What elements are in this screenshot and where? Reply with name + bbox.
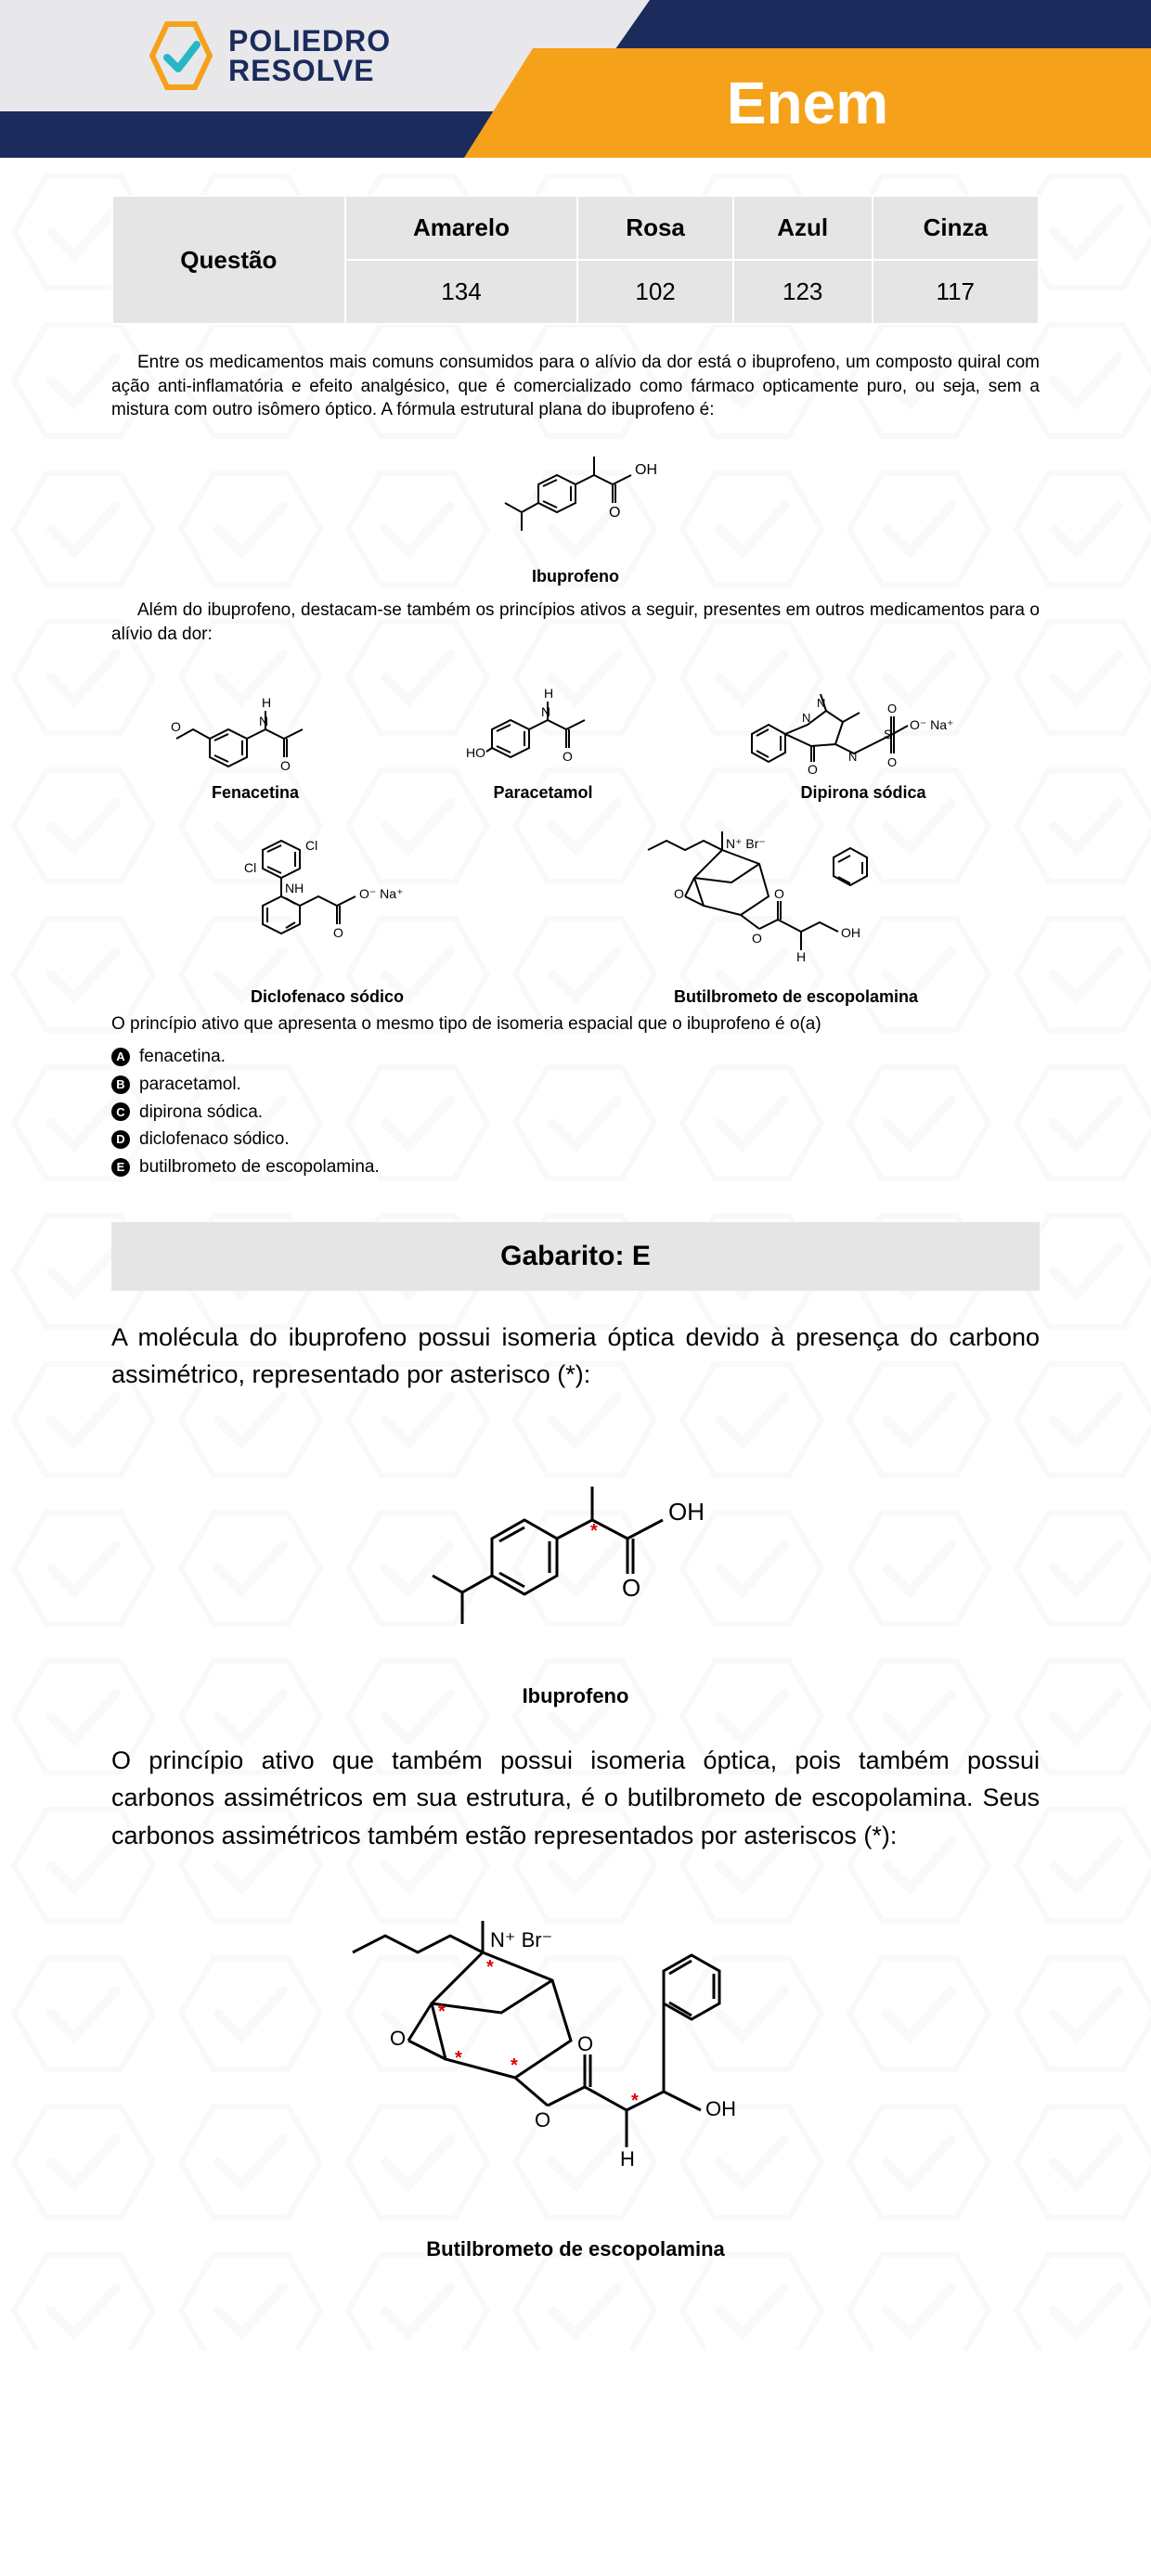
val-cinza: 117 <box>873 260 1039 324</box>
svg-text:*: * <box>438 2002 446 2022</box>
logo-hex-icon <box>149 20 213 91</box>
question-p2: Além do ibuprofeno, destacam-se também o… <box>111 599 1040 646</box>
svg-text:O: O <box>333 925 343 940</box>
molecule-row-2: Cl Cl NH O O⁻ Na⁺ Diclofenaco sódico <box>111 813 1040 1008</box>
svg-text:NH: NH <box>285 881 304 895</box>
svg-text:H: H <box>262 695 271 710</box>
svg-text:N: N <box>848 750 857 764</box>
svg-text:O⁻ Na⁺: O⁻ Na⁺ <box>359 886 403 901</box>
header-orange-tab: Enem <box>464 48 1151 158</box>
svg-text:*: * <box>631 2091 639 2111</box>
svg-text:N⁺ Br⁻: N⁺ Br⁻ <box>490 1928 552 1951</box>
svg-text:H: H <box>544 686 553 701</box>
brand-logo: POLIEDRO RESOLVE <box>149 20 391 91</box>
svg-text:O: O <box>609 505 620 521</box>
bullet-c-icon: C <box>111 1102 130 1121</box>
butil-asterisk-structure: N⁺ Br⁻ O O O OH H * * * * * Butilbrometo… <box>111 1887 1040 2261</box>
svg-text:O: O <box>674 886 684 901</box>
dipirona-label: Dipirona sódica <box>724 781 1002 804</box>
svg-text:O: O <box>280 758 291 773</box>
bullet-a-icon: A <box>111 1048 130 1066</box>
svg-text:*: * <box>455 2048 462 2068</box>
svg-text:*: * <box>590 1521 598 1541</box>
table-rowlabel: Questão <box>112 196 345 324</box>
svg-text:O⁻ Na⁺: O⁻ Na⁺ <box>910 717 953 732</box>
butil-label: Butilbrometo de escopolamina <box>629 985 963 1008</box>
diclofenaco-label: Diclofenaco sódico <box>188 985 467 1008</box>
svg-text:O: O <box>171 719 181 734</box>
butil-structure: N⁺ Br⁻ O O O OH H Butilbrometo de escopo… <box>629 813 963 1008</box>
svg-text:O: O <box>774 886 784 901</box>
option-e: Ebutilbrometo de escopolamina. <box>111 1155 1040 1179</box>
diclofenaco-structure: Cl Cl NH O O⁻ Na⁺ Diclofenaco sódico <box>188 822 467 1008</box>
svg-text:S: S <box>884 727 892 741</box>
paracetamol-label: Paracetamol <box>446 781 640 804</box>
svg-text:O: O <box>390 2027 406 2050</box>
svg-text:OH: OH <box>668 1498 705 1526</box>
svg-text:O: O <box>887 755 897 769</box>
exam-name: Enem <box>727 69 888 137</box>
option-a: Afenacetina. <box>111 1045 1040 1069</box>
col-cinza: Cinza <box>873 196 1039 260</box>
ibuprofen-label: Ibuprofeno <box>111 565 1040 587</box>
option-b: Bparacetamol. <box>111 1073 1040 1097</box>
explain-p2: O princípio ativo que também possui isom… <box>111 1742 1040 1855</box>
svg-text:O: O <box>563 749 573 764</box>
svg-text:*: * <box>511 2055 518 2076</box>
bullet-b-icon: B <box>111 1075 130 1094</box>
svg-text:HO: HO <box>466 745 485 760</box>
svg-text:H: H <box>796 949 806 964</box>
ibuprofen-big-label: Ibuprofeno <box>111 1684 1040 1708</box>
val-rosa: 102 <box>577 260 733 324</box>
header: Enem POLIEDRO RESOLVE <box>0 0 1151 158</box>
ibuprofen-asterisk-structure: OH O * Ibuprofeno <box>111 1427 1040 1708</box>
svg-text:OH: OH <box>705 2097 736 2120</box>
question-p3: O princípio ativo que apresenta o mesmo … <box>111 1012 1040 1037</box>
question-p1: Entre os medicamentos mais comuns consum… <box>111 351 1040 422</box>
fenacetina-label: Fenacetina <box>149 781 362 804</box>
question-body: Entre os medicamentos mais comuns consum… <box>111 351 1040 1179</box>
svg-text:OH: OH <box>841 925 860 940</box>
fenacetina-structure: O H N O Fenacetina <box>149 664 362 804</box>
svg-text:Cl: Cl <box>244 860 256 875</box>
svg-text:N: N <box>259 714 268 728</box>
col-rosa: Rosa <box>577 196 733 260</box>
svg-text:O: O <box>887 702 897 715</box>
svg-text:H: H <box>620 2147 635 2170</box>
col-amarelo: Amarelo <box>345 196 578 260</box>
butil-big-label: Butilbrometo de escopolamina <box>111 2237 1040 2261</box>
svg-text:O: O <box>622 1574 640 1602</box>
svg-text:O: O <box>577 2032 593 2055</box>
brand-line2: RESOLVE <box>228 56 391 85</box>
paracetamol-structure: HO H N O Paracetamol <box>446 664 640 804</box>
dipirona-structure: N N O N O O S O⁻ Na⁺ Dipirona sódica <box>724 655 1002 804</box>
col-azul: Azul <box>733 196 873 260</box>
svg-text:O: O <box>808 762 818 776</box>
svg-text:OH: OH <box>635 462 657 478</box>
svg-text:N: N <box>541 704 550 719</box>
val-azul: 123 <box>733 260 873 324</box>
explain-p1: A molécula do ibuprofeno possui isomeria… <box>111 1319 1040 1394</box>
molecule-row-1: O H N O Fenacetina H <box>111 655 1040 804</box>
option-c: Cdipirona sódica. <box>111 1101 1040 1125</box>
ibuprofen-structure: OH O Ibuprofeno <box>111 433 1040 587</box>
svg-text:*: * <box>486 1957 494 1977</box>
svg-text:O: O <box>535 2108 550 2132</box>
question-number-table: Questão Amarelo Rosa Azul Cinza 134 102 … <box>111 195 1040 325</box>
bullet-d-icon: D <box>111 1130 130 1149</box>
val-amarelo: 134 <box>345 260 578 324</box>
answer-banner: Gabarito: E <box>111 1222 1040 1291</box>
brand-line1: POLIEDRO <box>228 26 391 56</box>
bullet-e-icon: E <box>111 1158 130 1177</box>
options-list: Afenacetina. Bparacetamol. Cdipirona sód… <box>111 1045 1040 1179</box>
svg-text:O: O <box>752 931 762 946</box>
svg-text:Cl: Cl <box>305 838 317 853</box>
svg-text:N⁺ Br⁻: N⁺ Br⁻ <box>726 836 766 851</box>
option-d: Ddiclofenaco sódico. <box>111 1127 1040 1152</box>
svg-text:N: N <box>817 696 825 710</box>
svg-text:N: N <box>802 711 810 725</box>
